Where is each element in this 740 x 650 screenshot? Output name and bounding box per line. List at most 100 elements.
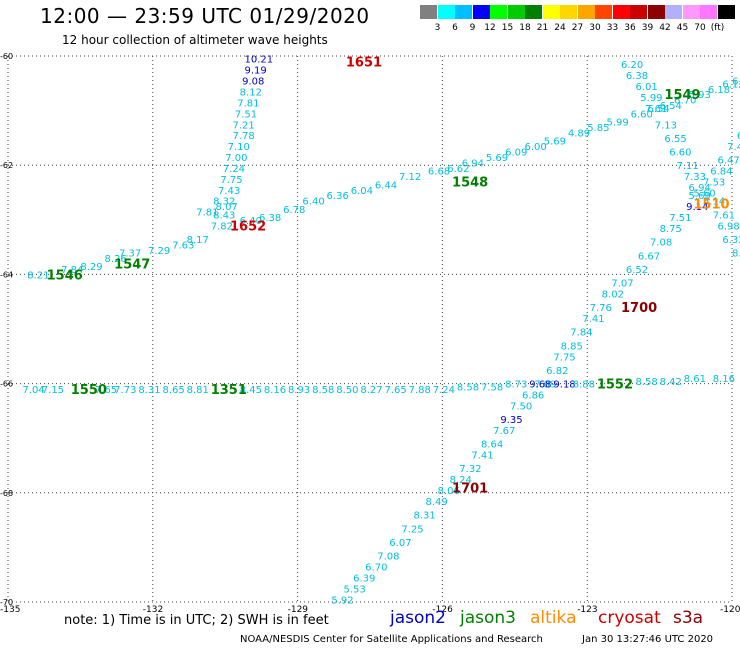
page-subtitle: 12 hour collection of altimeter wave hei… [62,33,328,47]
wave-height-value: 7.29 [148,246,170,257]
wave-height-value: 8.31 [413,511,435,522]
lon-tick-label: -123 [577,605,597,615]
wave-height-value: 8.50 [336,385,358,396]
wave-height-value: 7.24 [223,164,245,175]
wave-height-value: 7.24 [433,385,455,396]
wave-height-value: 6.70 [365,563,387,574]
lat-tick-label: -66 [0,380,13,389]
scale-swatch [577,5,595,19]
pass-time-label: 1700 [621,301,657,316]
wave-height-value: 8.64 [481,440,503,451]
wave-height-value: 5.69 [544,137,566,148]
wave-height-value: 5.69 [486,153,508,164]
wave-height-value: 5.93 [689,90,711,101]
wave-height-value: 7.08 [650,238,672,249]
wave-height-value: 7.21 [232,120,254,131]
scale-label: 30 [589,23,601,33]
wave-height-value: 9.19 [245,66,267,77]
page-title: 12:00 — 23:59 UTC 01/29/2020 [40,4,370,28]
wave-height-value: 6.38 [626,71,648,82]
wave-height-value: 7.84 [61,265,83,276]
wave-height-value: 6.40 [240,216,262,227]
scale-swatch [717,5,735,19]
pass-time-label: 1547 [114,257,150,272]
pass-time-label: 1550 [71,383,107,398]
legend-jason2: jason2 [390,608,446,628]
scale-swatch [612,5,630,19]
wave-height-value: 6.67 [638,251,660,262]
wave-height-value: 4.89 [568,128,590,139]
wave-height-value: 8.73 [505,380,527,391]
wave-height-value: 6.86 [522,391,544,402]
wave-height-value: 6.40 [302,197,324,208]
wave-height-value: 6.60 [669,148,691,159]
wave-height-value: 9.18 [553,380,575,391]
scale-label: 3 [434,23,441,33]
scale-label: 39 [641,23,654,33]
wave-height-value: 7.25 [401,524,423,535]
scale-label: 12 [484,23,496,33]
scale-label: 27 [571,23,584,33]
scale-swatch [665,5,682,19]
wave-height-value: 7.84 [570,328,592,339]
wave-height-value: 8.65 [162,385,184,396]
wave-height-value: 7.81 [196,208,218,219]
wave-height-value: 5.92 [331,595,353,606]
wave-height-value: 7.78 [232,131,254,142]
wave-height-value: 7.65 [95,385,117,396]
scale-swatch [525,5,542,19]
legend-jason3: jason3 [460,608,516,628]
wave-height-value: 9.35 [500,415,522,426]
scale-swatch [560,5,577,19]
wave-height-value: 8.02 [602,290,624,301]
wave-height-value: 6.79 [737,131,740,142]
wave-height-value: 5.85 [587,123,609,134]
wave-height-value: 6.17 [732,77,740,88]
wave-height-value: 7.13 [655,120,677,131]
wave-height-value: 6.84 [710,167,732,178]
wave-height-value: 6.54 [648,104,670,115]
scale-label: 70 [694,23,706,33]
wave-height-value: 6.68 [428,167,450,178]
wave-height-value: 6.94 [462,158,484,169]
wave-height-value: 8.32 [213,197,235,208]
lon-tick-label: -135 [0,605,20,615]
pass-time-label: 1510 [693,197,729,212]
scale-label: 21 [536,23,549,33]
wave-height-value: 8.17 [187,235,209,246]
wave-height-value: 6.82 [546,366,568,377]
lon-tick-label: -132 [143,605,163,615]
scale-swatch [647,5,665,19]
wave-height-value: 7.75 [553,352,575,363]
scale-label: 6 [452,23,458,33]
wave-height-value: 7.43 [218,186,240,197]
wave-height-value: 7.58 [481,382,503,393]
scale-swatch [682,5,700,19]
wave-height-value: 8.27 [360,385,382,396]
pass-time-label: 1701 [452,481,488,496]
wave-height-value: 6.32 [722,235,740,246]
scale-label: 9 [469,23,476,33]
wave-height-value: 7.89 [534,380,556,391]
pass-time-label: 1546 [47,268,83,283]
wave-height-value: 6.54 [660,101,682,112]
wave-height-value: 8.16 [264,385,286,396]
wave-height-value: 7.73 [114,385,136,396]
wave-height-value: 8.24 [450,475,472,486]
wave-height-value: 8.29 [80,262,102,273]
wave-height-value: 8.43 [213,210,235,221]
scale-swatch [630,5,647,19]
wave-height-value: 5.99 [640,93,662,104]
lat-tick-label: -68 [0,489,13,498]
wave-height-value: 5.53 [343,584,365,595]
wave-height-value: 7.08 [377,552,399,563]
wave-height-value: 7.51 [669,213,691,224]
lon-tick-label: -126 [432,605,453,615]
scale-swatch [472,5,490,19]
wave-height-value: 8.21 [27,270,49,281]
wave-height-value: 7.33 [684,172,706,183]
scale-label: 42 [659,23,671,33]
wave-height-value: 10.21 [245,55,274,66]
wave-height-value: 8.85 [561,341,583,352]
wave-height-value: 7.12 [399,172,421,183]
